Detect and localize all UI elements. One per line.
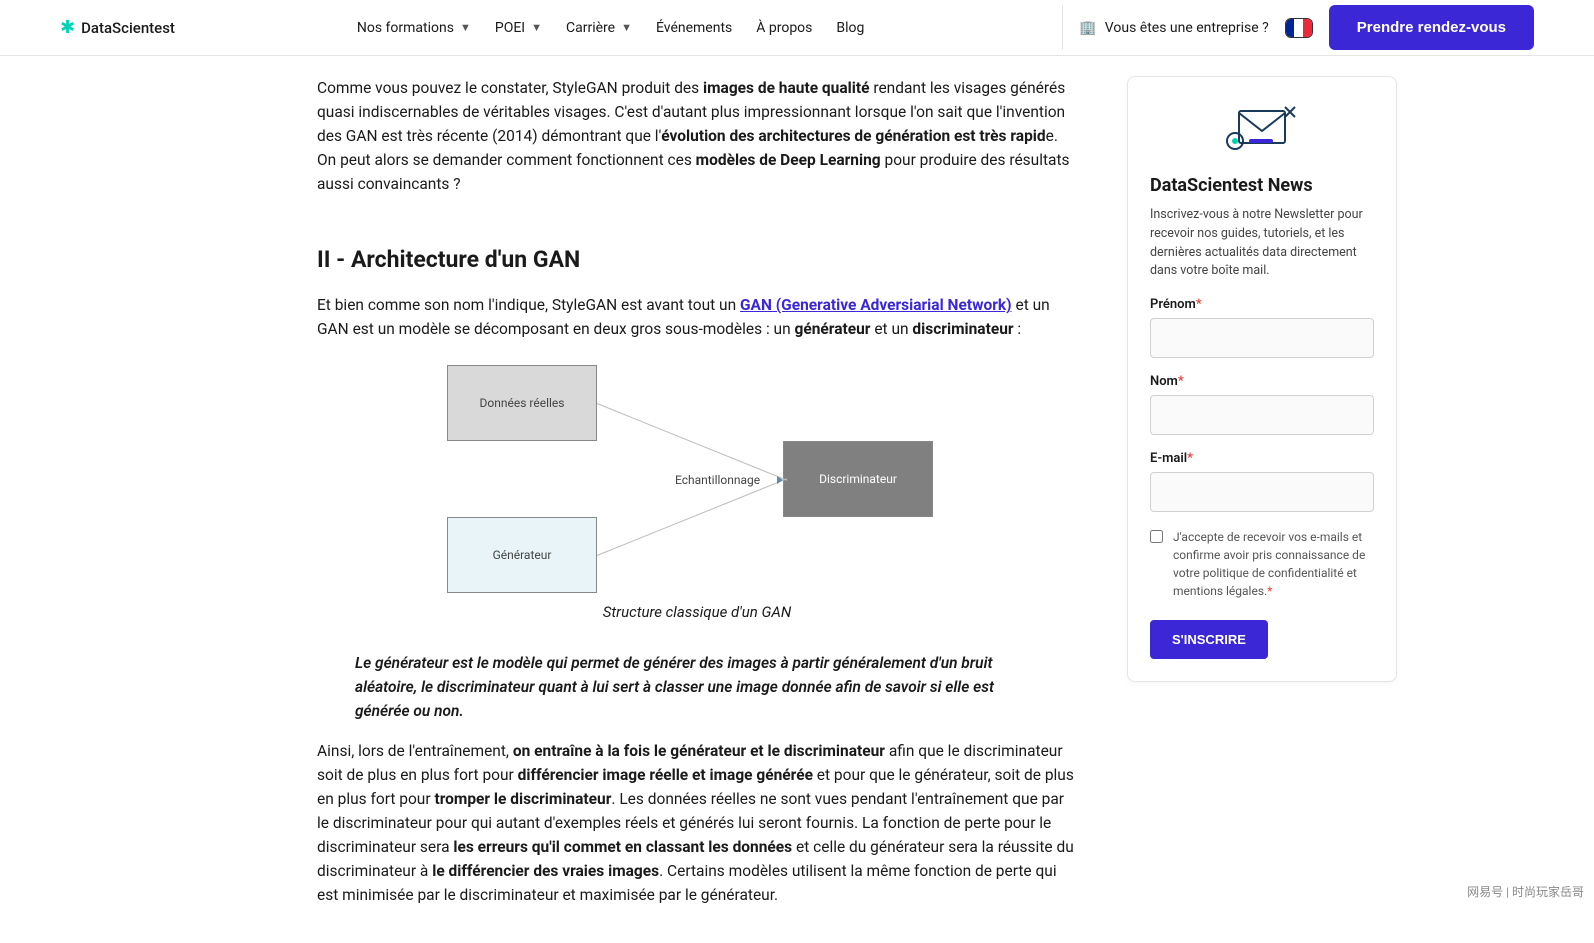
- diagram-node-disc: Discriminateur: [783, 441, 933, 517]
- nav-item-3[interactable]: Événements: [656, 20, 732, 36]
- diagram-edge-label: Echantillonnage: [675, 473, 760, 487]
- logo[interactable]: ✱ DataScientest: [60, 17, 175, 38]
- cta-button[interactable]: Prendre rendez-vous: [1329, 5, 1534, 50]
- watermark: 网易号 | 时尚玩家岳哥: [1467, 883, 1584, 900]
- label-email: E-mail*: [1150, 451, 1374, 466]
- input-prenom[interactable]: [1150, 318, 1374, 358]
- nav-label: Nos formations: [357, 20, 454, 36]
- nav-item-4[interactable]: À propos: [756, 20, 812, 36]
- gan-link[interactable]: GAN (Generative Adversiarial Network): [740, 296, 1012, 314]
- sidebar-title: DataScientest News: [1150, 175, 1374, 196]
- chevron-down-icon: ▼: [460, 21, 471, 34]
- paragraph-2: Et bien comme son nom l'indique, StyleGA…: [317, 293, 1077, 341]
- nav-item-1[interactable]: POEI ▼: [495, 20, 542, 36]
- form-row-nom: Nom*: [1150, 374, 1374, 435]
- sidebar-desc: Inscrivez-vous à notre Newsletter pour r…: [1150, 206, 1374, 281]
- chevron-down-icon: ▼: [531, 21, 542, 34]
- form-row-prenom: Prénom*: [1150, 297, 1374, 358]
- nav-item-0[interactable]: Nos formations ▼: [357, 20, 471, 36]
- diagram-node-real: Données réelles: [447, 365, 597, 441]
- diagram-caption: Structure classique d'un GAN: [317, 603, 1077, 621]
- logo-icon: ✱: [60, 17, 75, 38]
- label-nom: Nom*: [1150, 374, 1374, 389]
- logo-text: DataScientest: [81, 19, 175, 37]
- envelope-icon: [1150, 99, 1374, 163]
- diagram-node-gen: Générateur: [447, 517, 597, 593]
- label-prenom: Prénom*: [1150, 297, 1374, 312]
- diagram-edge: [597, 478, 787, 556]
- consent-row: J'accepte de recevoir vos e-mails et con…: [1150, 528, 1374, 600]
- arrow-icon: [777, 476, 783, 484]
- subscribe-button[interactable]: S'INSCRIRE: [1150, 620, 1268, 659]
- site-header: ✱ DataScientest Nos formations▼POEI▼Carr…: [0, 0, 1594, 56]
- chevron-down-icon: ▼: [621, 21, 632, 34]
- nav-item-2[interactable]: Carrière ▼: [566, 20, 632, 36]
- main-nav: Nos formations ▼ POEI ▼ Carrière ▼ Événements À…: [175, 20, 1046, 36]
- language-flag[interactable]: [1285, 18, 1313, 38]
- enterprise-label: Vous êtes une entreprise ?: [1105, 20, 1269, 36]
- blockquote: Le générateur est le modèle qui permet d…: [317, 651, 1077, 723]
- article-body: Comme vous pouvez le constater, StyleGAN…: [317, 76, 1077, 923]
- nav-label: Blog: [836, 20, 864, 36]
- consent-checkbox[interactable]: [1150, 530, 1163, 543]
- nav-label: POEI: [495, 20, 525, 36]
- header-right: 🏢 Vous êtes une entreprise ? Prendre ren…: [1062, 5, 1534, 50]
- sidebar: DataScientest News Inscrivez-vous à notr…: [1127, 76, 1397, 923]
- building-icon: 🏢: [1079, 20, 1096, 36]
- nav-label: Carrière: [566, 20, 615, 36]
- diagram-edge: [597, 403, 787, 481]
- gan-diagram: Données réelles Discriminateur Générateur E…: [317, 365, 1077, 595]
- enterprise-link[interactable]: 🏢 Vous êtes une entreprise ?: [1079, 20, 1268, 36]
- consent-text: J'accepte de recevoir vos e-mails et con…: [1173, 528, 1374, 600]
- form-row-email: E-mail*: [1150, 451, 1374, 512]
- input-email[interactable]: [1150, 472, 1374, 512]
- nav-label: À propos: [756, 20, 812, 36]
- paragraph-3: Ainsi, lors de l'entraînement, on entraî…: [317, 739, 1077, 907]
- paragraph-1: Comme vous pouvez le constater, StyleGAN…: [317, 76, 1077, 196]
- nav-label: Événements: [656, 20, 732, 36]
- nav-item-5[interactable]: Blog: [836, 20, 864, 36]
- newsletter-card: DataScientest News Inscrivez-vous à notr…: [1127, 76, 1397, 682]
- section-heading: II - Architecture d'un GAN: [317, 246, 1077, 273]
- input-nom[interactable]: [1150, 395, 1374, 435]
